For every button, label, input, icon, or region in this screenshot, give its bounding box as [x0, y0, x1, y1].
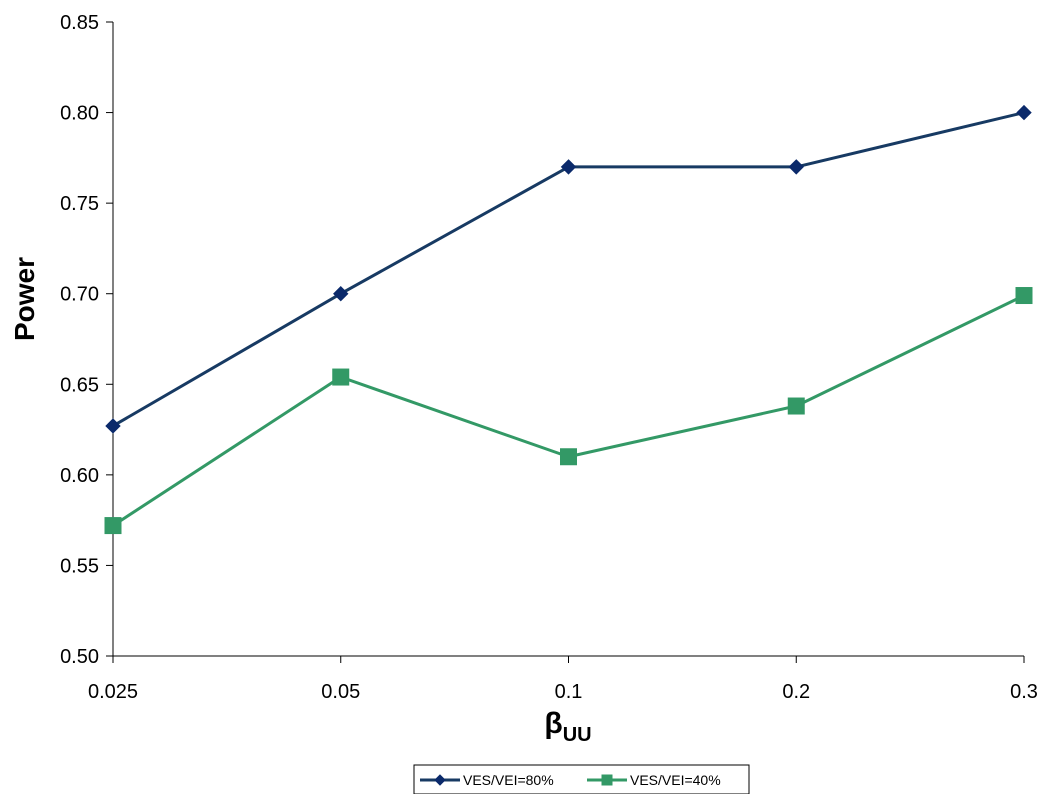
x-ticks: 0.025 0.05 0.1 0.2 0.3 [88, 656, 1038, 703]
series-line [112, 294, 1025, 527]
data-point-diamond [560, 159, 577, 175]
legend-box [413, 764, 750, 794]
series-2 [104, 287, 1033, 535]
y-tick-label: 0.85 [60, 12, 99, 34]
data-point-diamond [333, 286, 349, 302]
x-tick-label: 0.2 [782, 681, 810, 703]
x-tick-label: 0.05 [321, 681, 360, 703]
x-axis: 0.025 0.05 0.1 0.2 0.3 [88, 655, 1038, 703]
y-tick-label: 0.50 [60, 646, 99, 668]
legend-item: VES/VEI=40% [587, 772, 721, 788]
y-tick-label: 0.55 [60, 555, 99, 577]
x-tick-label: 0.1 [555, 681, 583, 703]
legend-label: VES/VEI=80% [463, 772, 554, 788]
y-tick-label: 0.80 [60, 103, 99, 125]
data-point-diamond [105, 418, 121, 434]
data-point-square [560, 448, 577, 466]
x-axis-title: βUU [544, 707, 591, 746]
legend-item: VES/VEI=80% [420, 772, 554, 788]
series-1 [105, 104, 1032, 434]
x-tick-label: 0.025 [88, 681, 138, 703]
data-point-square [1015, 287, 1033, 305]
x-tick-label: 0.3 [1010, 681, 1038, 703]
legend-items: VES/VEI=80% VES/VEI=40% [420, 772, 721, 788]
y-ticks: 0.50 0.55 0.60 0.65 0.70 0.75 0.80 0.85 [60, 12, 113, 668]
data-point-diamond [1016, 104, 1032, 121]
legend-diamond-marker [434, 774, 446, 786]
y-tick-label: 0.65 [60, 374, 99, 396]
data-point-square [332, 368, 350, 386]
legend-label: VES/VEI=40% [630, 772, 721, 788]
data-point-square [787, 397, 805, 415]
data-point-square [104, 517, 122, 535]
x-axis-title-main: β [544, 707, 562, 740]
y-axis: 0.50 0.55 0.60 0.65 0.70 0.75 0.80 0.85 [60, 12, 114, 668]
data-point-diamond [788, 159, 804, 175]
y-tick-label: 0.60 [60, 465, 99, 487]
y-axis-title: Power [9, 257, 40, 341]
series-layer [104, 104, 1033, 535]
x-axis-title-sub: UU [563, 724, 592, 746]
legend: VES/VEI=80% VES/VEI=40% [413, 764, 750, 794]
y-tick-label: 0.75 [60, 193, 99, 215]
legend-square-marker [601, 774, 613, 786]
y-tick-label: 0.70 [60, 284, 99, 306]
